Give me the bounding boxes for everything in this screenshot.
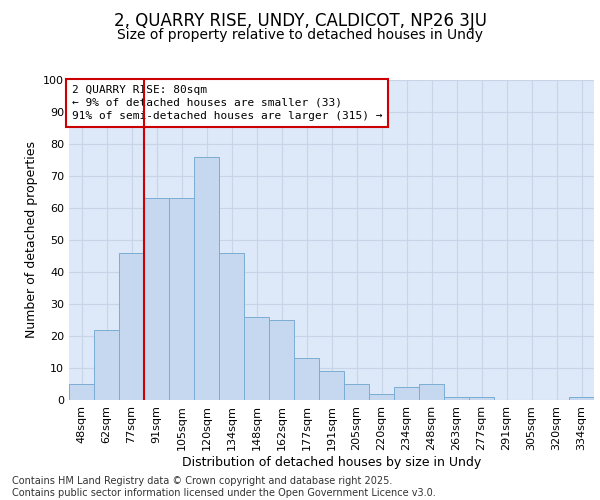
Text: Contains HM Land Registry data © Crown copyright and database right 2025.
Contai: Contains HM Land Registry data © Crown c… bbox=[12, 476, 436, 498]
Bar bbox=[419, 384, 444, 400]
Bar bbox=[169, 198, 194, 400]
Bar bbox=[319, 371, 344, 400]
Bar bbox=[69, 384, 94, 400]
Text: Size of property relative to detached houses in Undy: Size of property relative to detached ho… bbox=[117, 28, 483, 42]
Text: 2, QUARRY RISE, UNDY, CALDICOT, NP26 3JU: 2, QUARRY RISE, UNDY, CALDICOT, NP26 3JU bbox=[113, 12, 487, 30]
Bar bbox=[569, 397, 594, 400]
Bar bbox=[394, 387, 419, 400]
Bar bbox=[444, 397, 469, 400]
Bar bbox=[94, 330, 119, 400]
Bar bbox=[119, 253, 144, 400]
Bar bbox=[469, 397, 494, 400]
Bar bbox=[294, 358, 319, 400]
Bar bbox=[344, 384, 369, 400]
Y-axis label: Number of detached properties: Number of detached properties bbox=[25, 142, 38, 338]
X-axis label: Distribution of detached houses by size in Undy: Distribution of detached houses by size … bbox=[182, 456, 481, 468]
Bar bbox=[144, 198, 169, 400]
Bar bbox=[269, 320, 294, 400]
Bar bbox=[194, 157, 219, 400]
Bar bbox=[219, 253, 244, 400]
Bar bbox=[369, 394, 394, 400]
Bar bbox=[244, 317, 269, 400]
Text: 2 QUARRY RISE: 80sqm
← 9% of detached houses are smaller (33)
91% of semi-detach: 2 QUARRY RISE: 80sqm ← 9% of detached ho… bbox=[71, 85, 382, 121]
